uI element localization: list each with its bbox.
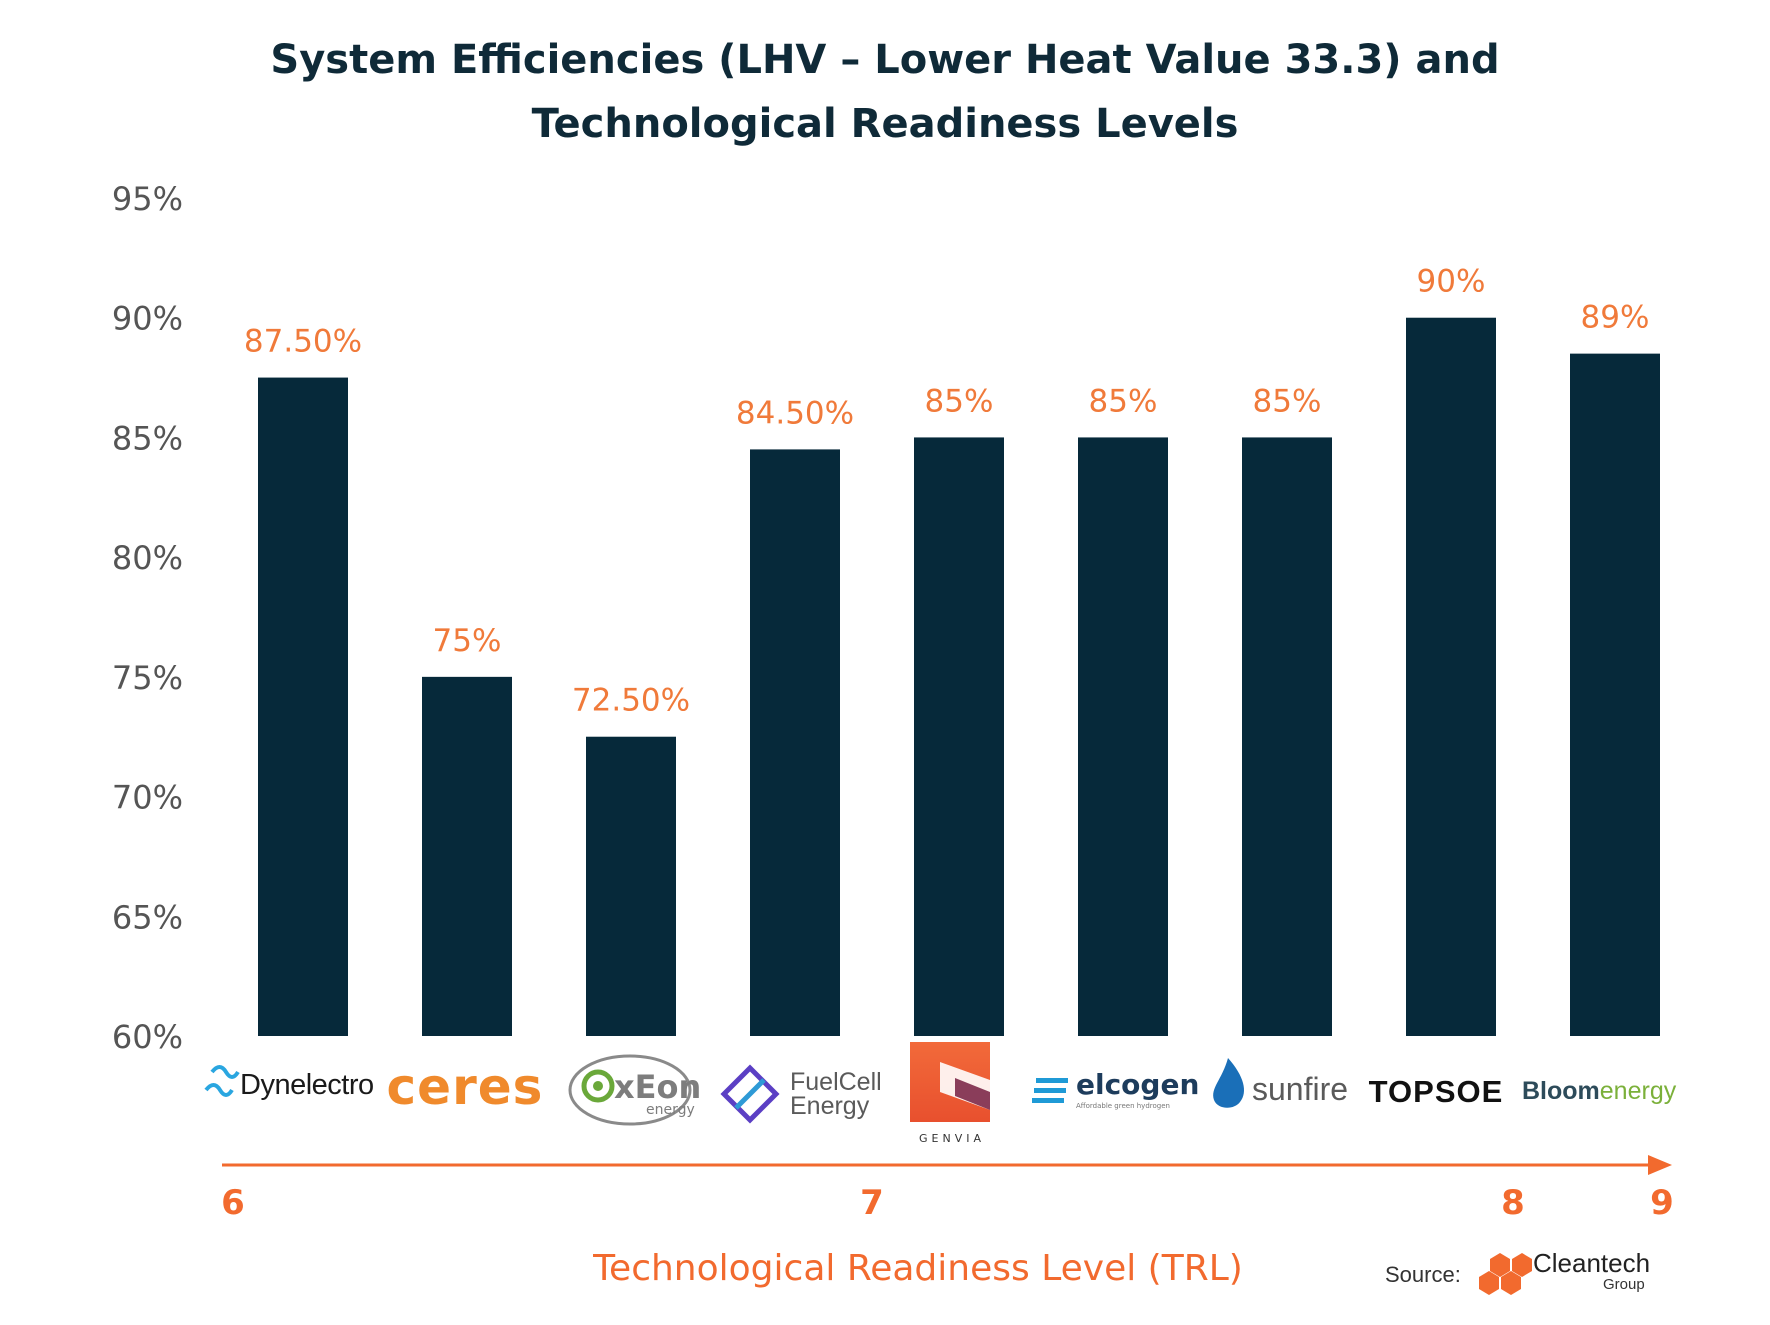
oxeon-swoosh-icon	[568, 1054, 692, 1126]
company-logos: Dynelectro ceres xEon energy FuelCell En…	[204, 1042, 1677, 1145]
bar-sunfire	[1242, 437, 1332, 1036]
y-tick-label: 75%	[112, 659, 183, 697]
logo-bloom-energy: Bloomenergy	[1522, 1077, 1677, 1105]
logo-genvia-text: GENVIA	[919, 1132, 985, 1145]
logo-oxeon-text: xEon	[614, 1068, 701, 1106]
logo-fuelcell-energy: FuelCell Energy	[720, 1064, 882, 1124]
bar-bloomenergy	[1570, 353, 1660, 1037]
logo-elcogen-text: elcogen	[1076, 1068, 1199, 1101]
logo-topsoe: TOPSOE	[1369, 1074, 1504, 1109]
chart-title-line-2: Technological Readiness Levels	[531, 101, 1239, 147]
y-tick-label: 80%	[112, 539, 183, 577]
data-label: 85%	[1089, 383, 1158, 419]
logo-dynelectro-text: Dynelectro	[240, 1069, 374, 1101]
logo-dynelectro: Dynelectro	[204, 1065, 374, 1101]
data-labels: 87.50% 75% 72.50% 84.50% 85% 85% 85% 90% 89%	[244, 264, 1650, 719]
source-org-sub: Group	[1603, 1276, 1645, 1293]
data-label: 85%	[925, 383, 994, 419]
logo-genvia: GENVIA	[910, 1042, 990, 1145]
data-label: 84.50%	[736, 395, 854, 431]
y-axis: 60% 65% 70% 75% 80% 85% 90% 95%	[112, 180, 183, 1056]
cleantech-logo-icon	[1479, 1253, 1532, 1295]
trl-ticks: 6 7 8 9	[221, 1183, 1674, 1223]
bar-fuelcell-energy	[750, 449, 840, 1036]
bar-elcogen	[1078, 437, 1168, 1036]
dynelectro-mark-icon	[210, 1065, 240, 1079]
trl-tick-label: 6	[221, 1183, 245, 1223]
logo-elcogen: elcogen Affordable green hydrogen	[1032, 1068, 1199, 1110]
logo-elcogen-tag: Affordable green hydrogen	[1076, 1102, 1170, 1110]
oxeon-o-icon	[581, 1069, 615, 1103]
bar-genvia	[914, 437, 1004, 1036]
y-tick-label: 90%	[112, 300, 183, 338]
y-tick-label: 70%	[112, 779, 183, 817]
fuelcell-diamond-icon	[720, 1064, 780, 1124]
data-label: 75%	[433, 623, 502, 659]
y-tick-label: 60%	[112, 1018, 183, 1056]
logo-sunfire: sunfire	[1213, 1058, 1348, 1108]
sunfire-flame-icon	[1213, 1058, 1244, 1108]
data-label: 90%	[1417, 264, 1486, 300]
chart-title: System Efficiencies (LHV – Lower Heat Va…	[0, 28, 1770, 156]
chart-title-line-1: System Efficiencies (LHV – Lower Heat Va…	[270, 37, 1500, 83]
logo-sunfire-text: sunfire	[1252, 1071, 1348, 1107]
bar-ceres	[422, 676, 512, 1036]
logo-ceres: ceres	[387, 1058, 544, 1116]
trl-axis: 6 7 8 9 Technological Readiness Level (TRL)	[221, 1155, 1674, 1289]
logo-energy-text: energy	[1600, 1077, 1677, 1105]
bar-dynelectro	[258, 377, 348, 1037]
bar-topsoe	[1406, 317, 1496, 1036]
logo-fuelcell-line-2: Energy	[790, 1092, 870, 1120]
trl-axis-label: Technological Readiness Level (TRL)	[592, 1248, 1243, 1289]
y-tick-label: 85%	[112, 419, 183, 457]
data-label: 89%	[1581, 300, 1650, 336]
source-label: Source:	[1385, 1262, 1461, 1287]
bar-oxeon-energy	[586, 736, 676, 1036]
elcogen-stripes-icon	[1036, 1078, 1068, 1083]
data-label: 87.50%	[244, 324, 362, 360]
logo-fuelcell-line-1: FuelCell	[790, 1068, 882, 1096]
logo-bloom-text: Bloom	[1522, 1077, 1600, 1105]
trl-tick-label: 9	[1650, 1183, 1674, 1223]
y-tick-label: 65%	[112, 898, 183, 936]
data-label: 72.50%	[572, 683, 690, 719]
trl-tick-label: 7	[860, 1183, 884, 1223]
source-org: Cleantech	[1533, 1248, 1651, 1278]
trl-tick-label: 8	[1501, 1183, 1525, 1223]
bars	[258, 317, 1660, 1037]
y-tick-label: 95%	[112, 180, 183, 218]
trl-arrow-head-icon	[1648, 1155, 1672, 1175]
logo-oxeon: xEon energy	[568, 1054, 701, 1126]
logo-oxeon-sub: energy	[646, 1102, 695, 1118]
data-label: 85%	[1253, 383, 1322, 419]
